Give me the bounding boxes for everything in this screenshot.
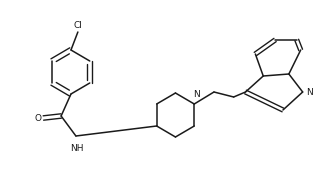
Text: N: N	[305, 87, 312, 96]
Text: O: O	[35, 114, 42, 123]
Text: NH: NH	[70, 144, 84, 153]
Text: Cl: Cl	[74, 21, 82, 30]
Text: N: N	[193, 90, 200, 99]
